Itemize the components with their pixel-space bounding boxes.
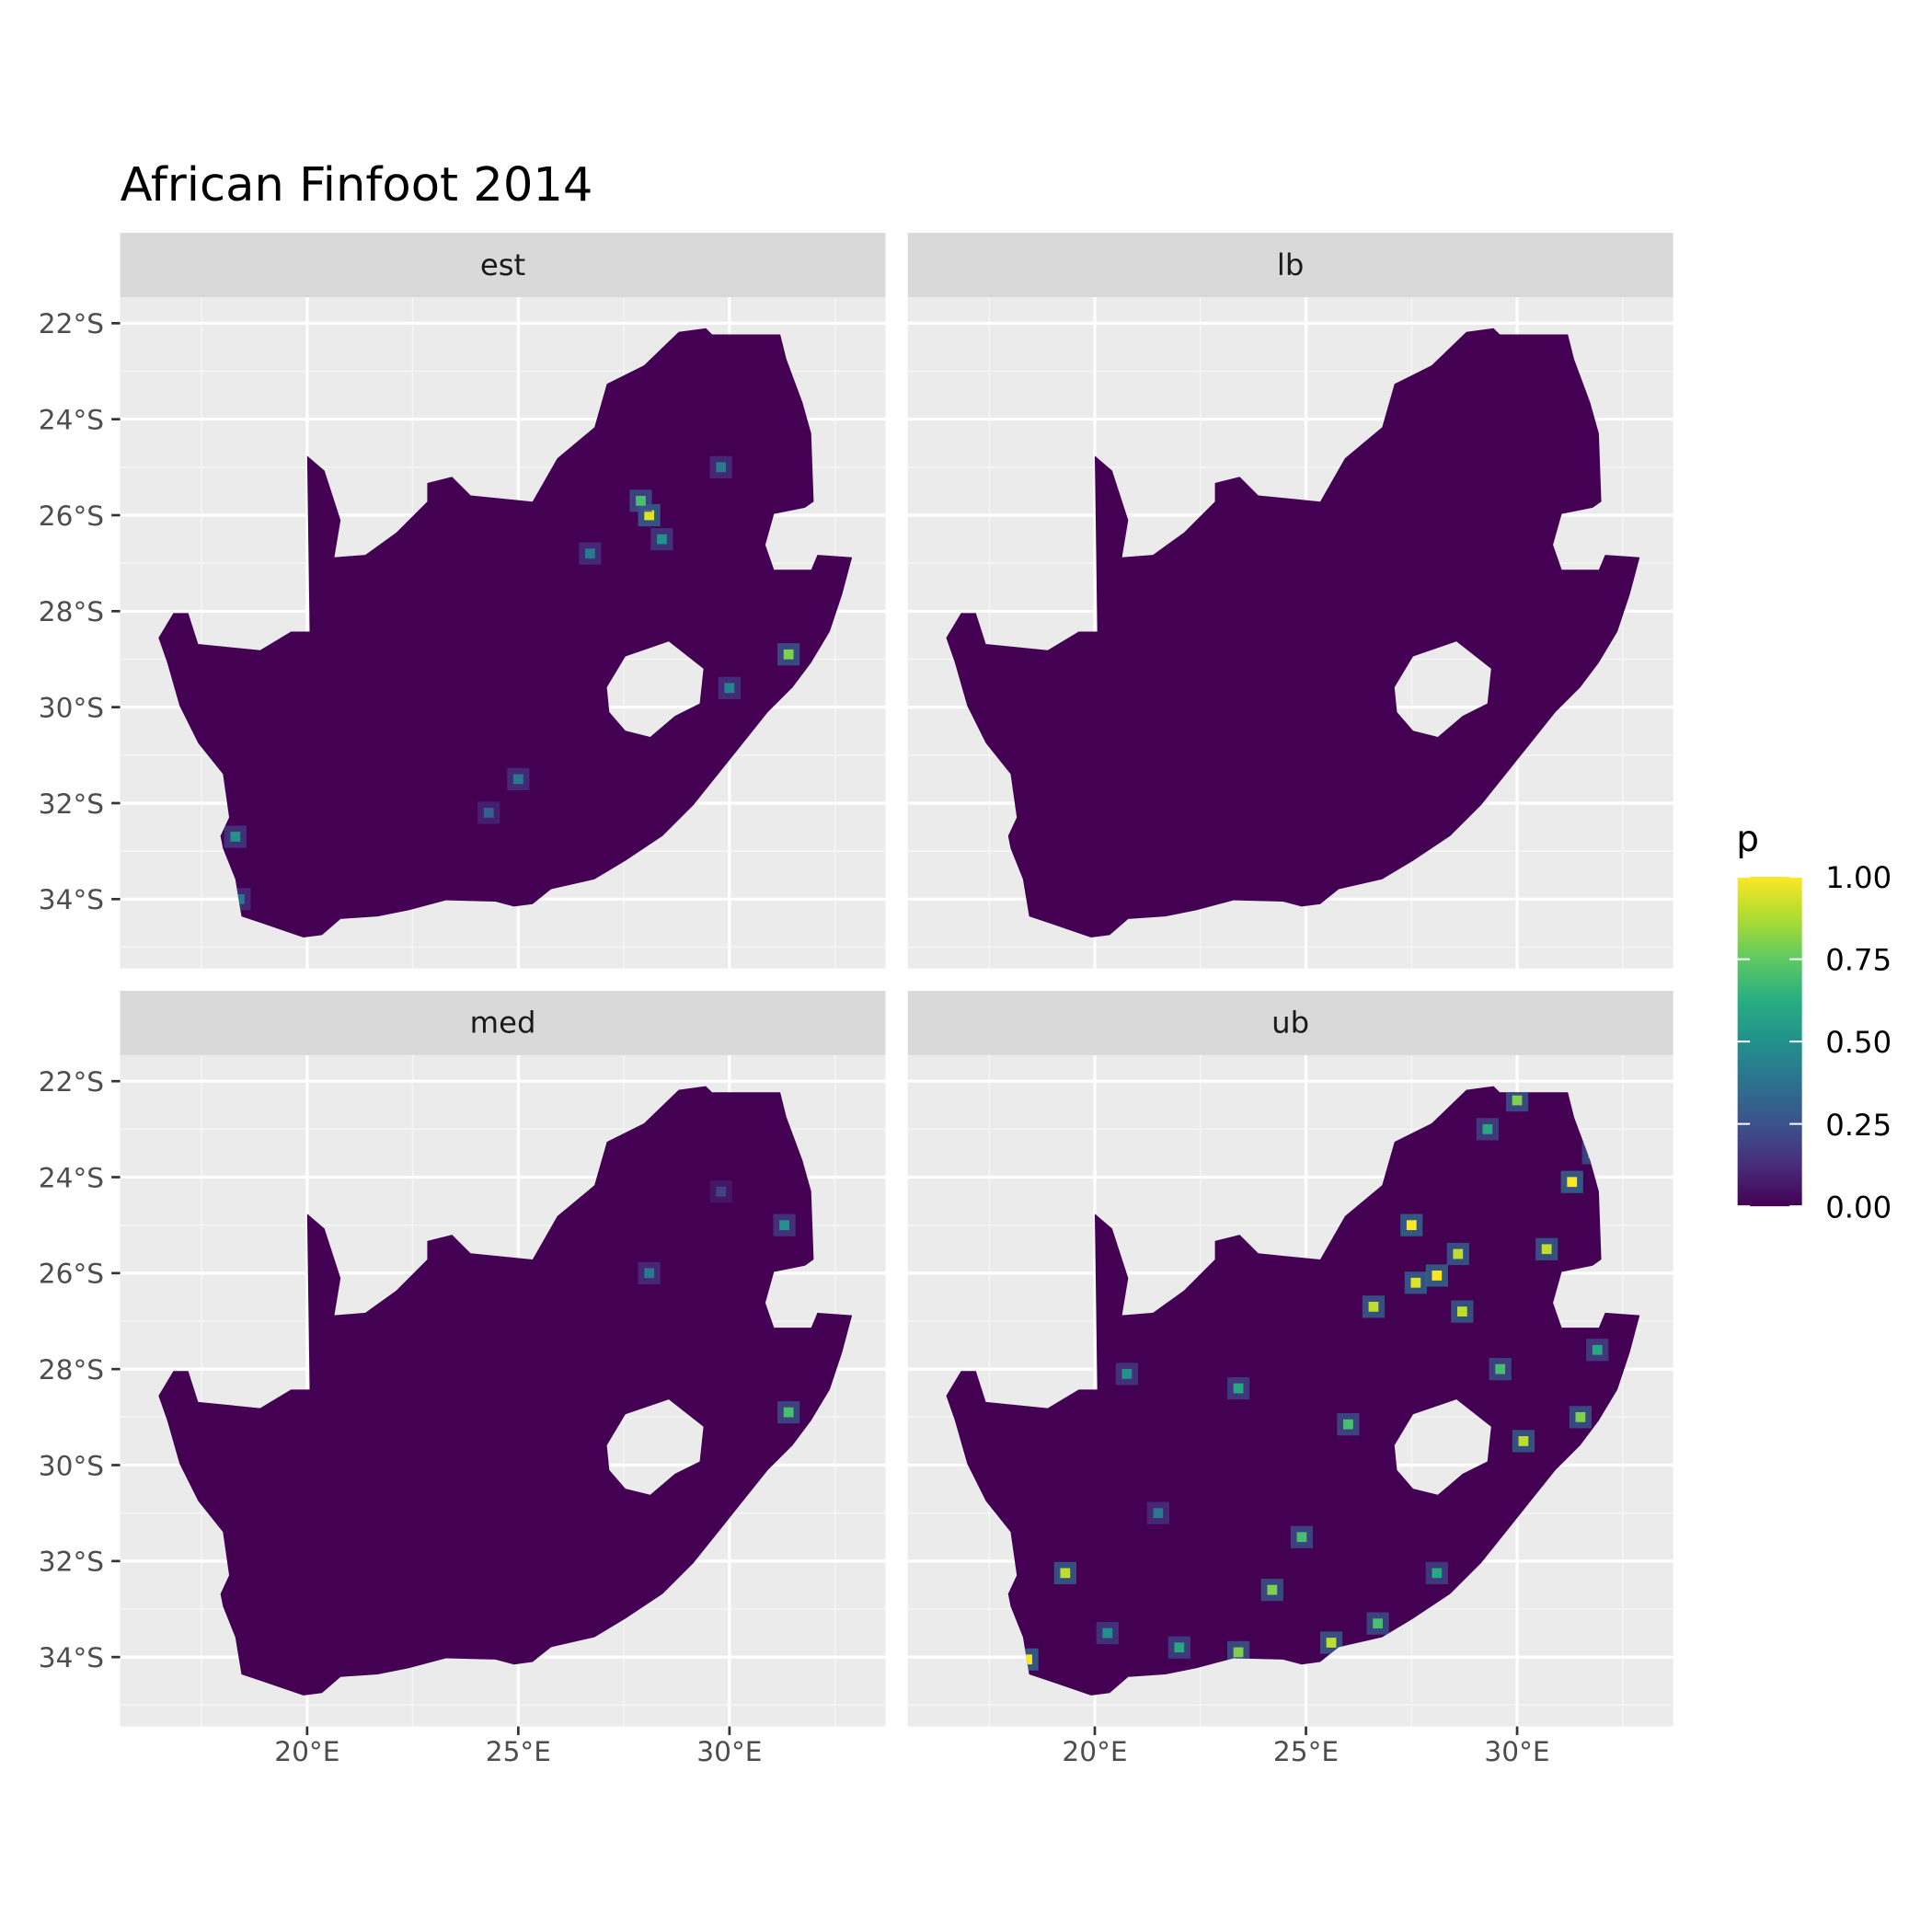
legend-title: p [1736,819,1759,860]
raster-cell [1153,1508,1164,1519]
raster-cell [1233,1647,1244,1658]
facet-panel-est: est 22°S 24°S 26°S 28°S 30°S 32°S 34°S [39,233,886,969]
raster-cell [724,683,735,694]
y-tick-label: 22°S [39,1066,104,1098]
raster-cell [235,893,245,904]
x-tick-label: 25°E [486,1736,551,1767]
y-tick-label: 34°S [39,884,104,915]
raster-cell [585,548,595,559]
y-tick-label: 26°S [39,1259,104,1290]
colorbar-tick-label: 0.75 [1825,943,1892,978]
colorbar-tick-label: 1.00 [1825,860,1892,895]
raster-cell [1567,1177,1578,1188]
x-tick-label: 20°E [274,1736,339,1767]
facet-strip-label: est [480,247,525,282]
y-tick-label: 32°S [39,788,104,820]
raster-cell [716,462,727,473]
raster-cell [644,510,655,521]
chart-title: African Finfoot 2014 [121,158,593,213]
region-raster [158,328,853,938]
raster-cell [783,649,794,660]
x-tick-label: 25°E [1273,1736,1339,1767]
y-tick-label: 28°S [39,1354,104,1386]
y-tick-label: 32°S [39,1547,104,1578]
y-tick-label: 28°S [39,596,104,627]
facet-panel-ub: ub 20°E 25°E 30°E [907,990,1673,1767]
x-tick-label: 30°E [1484,1736,1549,1767]
raster-cell [716,1186,727,1197]
raster-cell [636,495,646,506]
raster-cell [1233,1383,1244,1394]
raster-cell [1296,1532,1307,1543]
region-raster [158,1086,853,1696]
raster-cell [1343,1419,1353,1430]
raster-cell [1541,1244,1552,1255]
raster-cell [1406,1220,1417,1231]
facet-strip [120,990,886,1055]
raster-cell [1512,1095,1523,1106]
facet-strip [120,233,886,298]
y-tick-label: 24°S [39,1162,104,1193]
colorbar-tick-label: 0.50 [1825,1025,1892,1060]
y-tick-label: 30°S [39,692,104,723]
x-tick-label: 20°E [1062,1736,1127,1767]
raster-cell [1495,1363,1506,1374]
raster-cell [1575,1411,1586,1422]
raster-cell [657,534,667,545]
raster-cell [779,1220,789,1231]
y-tick-label: 22°S [39,308,104,339]
facet-panel-lb: lb [907,233,1673,969]
y-tick-label: 24°S [39,404,104,435]
facet-strip [907,233,1673,298]
raster-cell [483,808,494,818]
colorbar-tick-label: 0.00 [1825,1190,1892,1225]
raster-cell [1456,1306,1467,1317]
raster-cell [783,1407,794,1418]
raster-cell [1410,1277,1421,1288]
raster-cell [1373,1618,1383,1629]
raster-cell [1326,1638,1337,1648]
raster-cell [1518,1436,1529,1446]
raster-cell [230,832,241,842]
y-tick-label: 34°S [39,1642,104,1673]
raster-cell [1022,1654,1032,1665]
facet-strip-label: med [470,1006,536,1041]
raster-cell [1368,1301,1379,1312]
raster-cell [1102,1627,1113,1639]
raster-cell [1453,1248,1464,1259]
region-raster [946,328,1640,938]
raster-cell [512,774,523,785]
facet-panel-med: med 22°S 24°S 26°S 28°S 30°S 32°S 34°S 20°E 25°E 3… [39,990,886,1767]
raster-cell [1174,1642,1185,1653]
raster-cell [1060,1568,1071,1579]
raster-cell [1432,1568,1443,1579]
colorbar-tick-label: 0.25 [1825,1108,1892,1143]
raster-cell [1267,1584,1278,1595]
facet-strip-label: lb [1277,247,1304,282]
legend: p 1.00 0.75 0.50 0.25 0.00 [1736,819,1892,1225]
raster-cell [1592,1344,1603,1355]
facet-strip [907,990,1673,1055]
y-tick-label: 26°S [39,500,104,532]
y-tick-label: 30°S [39,1450,104,1481]
facet-strip-label: ub [1271,1006,1309,1041]
raster-cell [1432,1271,1443,1281]
raster-cell [1121,1369,1133,1379]
x-tick-label: 30°E [696,1736,762,1767]
raster-cell [1482,1123,1493,1134]
region-raster [946,1086,1640,1696]
raster-cell [644,1268,655,1279]
